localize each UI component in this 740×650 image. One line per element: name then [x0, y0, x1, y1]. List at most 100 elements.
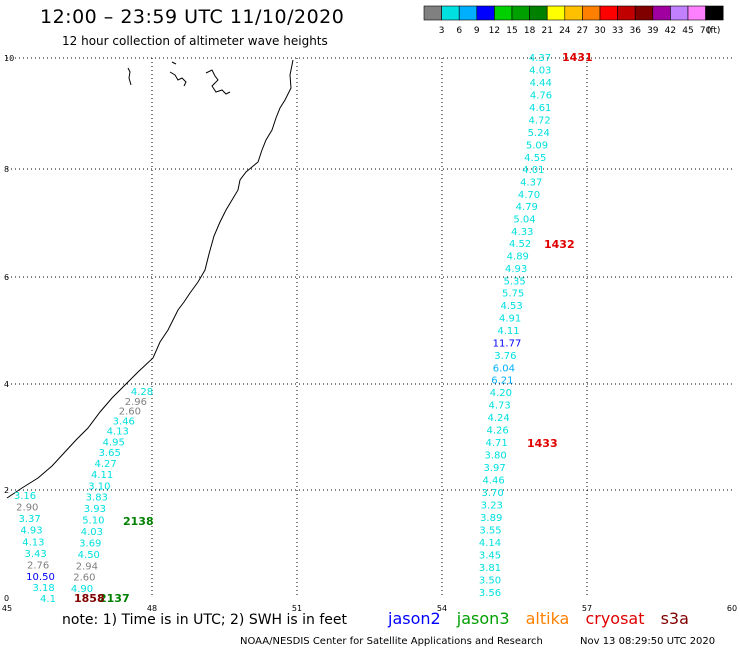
wave-height-label: 2.76	[27, 560, 49, 571]
wave-height-label: 4.93	[20, 526, 42, 537]
color-scale-legend: 3 6 9 12 15 18 21 24 27 30 33 36 39 42 45 70(ft)	[423, 5, 724, 36]
color-scale-tick: 21	[541, 26, 552, 36]
wave-height-label: 6.21	[491, 376, 513, 387]
longitude-tick-label: 57	[582, 604, 592, 613]
wave-height-label: 11.77	[493, 338, 522, 349]
color-scale-tick: 18	[524, 26, 536, 36]
wave-height-label: 4.90	[71, 584, 93, 595]
wave-height-label: 4.27	[94, 459, 116, 470]
coastline-icon	[6, 59, 294, 499]
satellite-legend-altika: altika	[525, 609, 570, 628]
wave-height-label: 3.50	[479, 576, 501, 587]
wave-height-label: 3.69	[79, 539, 101, 550]
color-swatch	[705, 5, 724, 21]
latitude-tick-label: 2	[4, 486, 9, 495]
wave-height-label: 3.89	[480, 513, 502, 524]
wave-height-label: 3.93	[84, 504, 106, 515]
wave-height-readings: 4.374.034.444.764.614.725.245.094.554.01…	[14, 51, 593, 605]
lat-lon-grid: 45 48 51 54 57 60 0 2 4 6 8 10	[2, 54, 737, 613]
color-scale-tick: 24	[559, 26, 571, 36]
color-scale-tick: 6	[456, 26, 462, 36]
wave-height-label: 3.46	[113, 417, 135, 428]
wave-height-label: 3.18	[32, 583, 54, 594]
wave-height-label: 4.71	[485, 438, 507, 449]
color-scale-tick: 42	[665, 26, 676, 36]
pass-time-label: 1858	[74, 592, 105, 605]
latitude-tick-label: 10	[4, 54, 14, 63]
footer-timestamp: Nov 13 08:29:50 UTC 2020	[580, 636, 716, 647]
wave-height-label: 2.60	[119, 407, 141, 418]
latitude-tick-label: 0	[4, 594, 9, 603]
wave-height-label: 4.91	[499, 314, 521, 325]
wave-height-label: 3.37	[18, 514, 40, 525]
satellite-legend-jason2: jason2	[388, 609, 441, 628]
wave-height-label: 4.01	[522, 165, 544, 176]
wave-height-label: 10.50	[26, 572, 55, 583]
wave-height-label: 4.26	[486, 426, 508, 437]
satellite-legend-s3a: s3a	[660, 609, 689, 628]
wave-height-label: 5.04	[513, 215, 535, 226]
color-scale-tick: 70	[700, 26, 712, 36]
wave-height-label: 4.14	[479, 538, 501, 549]
pass-time-label: 2138	[123, 515, 154, 528]
wave-height-label: 2.94	[76, 561, 98, 572]
wave-height-label: 3.43	[24, 549, 46, 560]
wave-height-label: 5.09	[526, 140, 548, 151]
wave-height-label: 3.97	[483, 463, 505, 474]
wave-height-label: 4.33	[511, 227, 533, 238]
color-scale-tick: 33	[612, 26, 623, 36]
wave-height-label: 4.1	[40, 594, 56, 605]
wave-height-label: 3.76	[494, 351, 516, 362]
wave-height-label: 3.23	[481, 500, 503, 511]
color-scale-tick: 30	[594, 26, 606, 36]
color-scale-tick: 27	[577, 26, 588, 36]
wave-height-label: 4.37	[520, 178, 542, 189]
wave-height-label: 4.50	[78, 550, 100, 561]
wave-height-label: 4.73	[488, 401, 510, 412]
latitude-tick-label: 4	[4, 380, 9, 389]
color-scale-tick: 12	[489, 26, 500, 36]
map-subtitle: 12 hour collection of altimeter wave hei…	[62, 34, 328, 48]
wave-height-label: 3.10	[88, 481, 110, 492]
wave-height-label: 5.24	[528, 128, 550, 139]
wave-height-label: 3.55	[479, 525, 501, 536]
wave-height-label: 4.89	[507, 251, 529, 262]
wave-height-label: 4.11	[497, 326, 519, 337]
wave-height-label: 2.60	[73, 573, 95, 584]
latitude-tick-label: 8	[4, 165, 9, 174]
wave-height-label: 4.46	[482, 475, 504, 486]
latitude-tick-label: 6	[4, 273, 9, 282]
wave-height-label: 4.79	[516, 202, 538, 213]
longitude-tick-label: 54	[437, 604, 447, 613]
color-scale-tick: 36	[629, 26, 641, 36]
pass-time-label: 1433	[527, 437, 558, 450]
wave-height-label: 4.70	[518, 190, 540, 201]
wave-height-label: 4.61	[529, 103, 551, 114]
color-scale-unit: (ft)	[707, 26, 721, 36]
longitude-tick-label: 60	[727, 604, 737, 613]
footer-credit: NOAA/NESDIS Center for Satellite Applica…	[240, 636, 543, 647]
wave-height-label: 4.52	[509, 239, 531, 250]
wave-height-label: 4.95	[103, 437, 125, 448]
wave-height-label: 4.03	[81, 527, 103, 538]
satellite-legend: jason2 jason3 altika cryosat s3a	[388, 609, 700, 628]
map-title: 12:00 – 23:59 UTC 11/10/2020	[40, 6, 345, 28]
wave-height-label: 4.13	[107, 427, 129, 438]
wave-height-label: 4.53	[500, 301, 522, 312]
color-scale-tick: 45	[682, 26, 693, 36]
wave-height-label: 3.16	[14, 491, 36, 502]
wave-height-label: 5.75	[502, 289, 524, 300]
wave-height-label: 4.28	[131, 387, 153, 398]
pass-time-label: 2137	[99, 592, 130, 605]
satellite-legend-jason3: jason3	[456, 609, 510, 628]
wave-height-label: 4.13	[22, 537, 44, 548]
wave-height-label: 3.65	[99, 448, 121, 459]
pass-time-label: 1431	[562, 51, 593, 64]
wave-height-label: 4.72	[528, 116, 550, 127]
wave-height-label: 4.37	[529, 53, 551, 64]
wave-height-label: 3.45	[479, 550, 501, 561]
wave-height-label: 4.55	[524, 153, 546, 164]
color-scale-tick: 15	[506, 26, 517, 36]
wave-height-label: 4.44	[530, 78, 552, 89]
